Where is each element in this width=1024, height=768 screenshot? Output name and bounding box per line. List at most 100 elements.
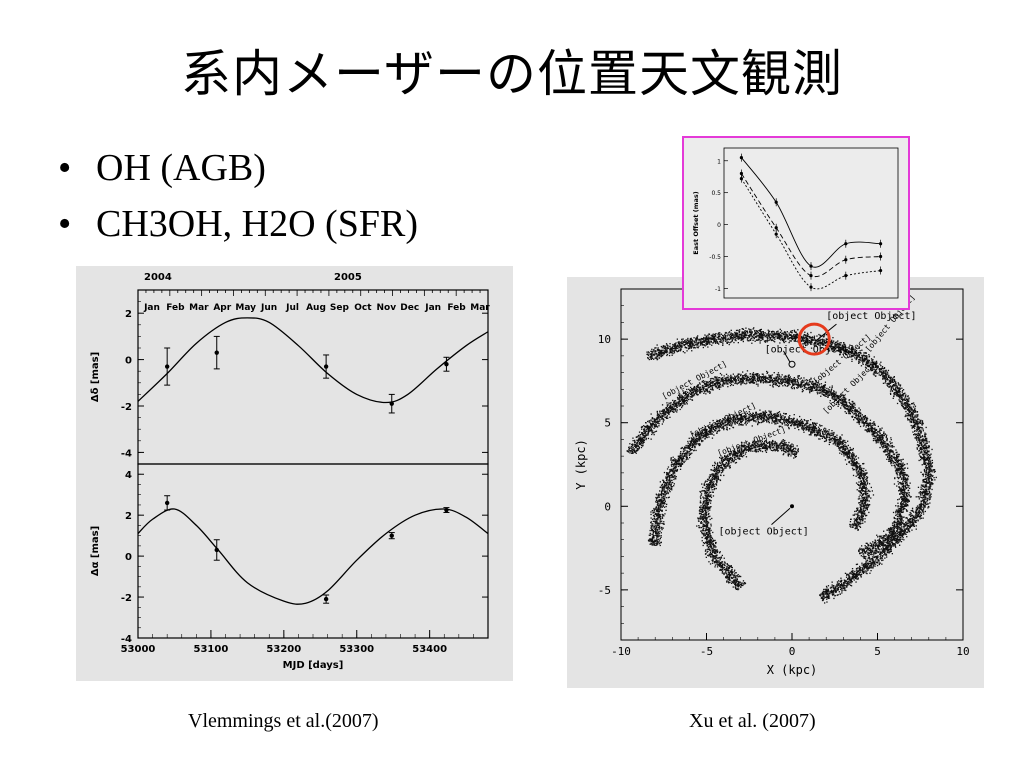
arm-point (717, 382, 719, 384)
arm-point (807, 341, 809, 344)
arm-point (760, 331, 762, 333)
arm-point (658, 350, 660, 352)
arm-point (741, 328, 743, 330)
arm-point (879, 551, 881, 553)
arm-point (889, 543, 891, 545)
arm-point (727, 375, 729, 377)
arm-point (904, 392, 906, 394)
arm-point (709, 388, 712, 390)
arm-point (819, 341, 821, 343)
arm-point (691, 344, 694, 346)
arm-point (676, 351, 678, 353)
arm-point (659, 350, 661, 352)
arm-point (918, 453, 920, 455)
arm-point (844, 572, 847, 574)
arm-point (928, 506, 930, 508)
arm-point (806, 332, 809, 334)
arm-point (912, 510, 914, 512)
arm-point (870, 362, 872, 364)
arm-point (708, 333, 711, 336)
arm-point (763, 340, 766, 342)
arm-point (896, 389, 898, 391)
arm-point (889, 390, 892, 392)
arm-point (908, 398, 910, 400)
arm-point (646, 426, 648, 428)
arm-point (928, 454, 930, 456)
arm-point (637, 445, 639, 447)
arm-point (813, 344, 815, 346)
arm-point (920, 448, 923, 451)
arm-point (708, 338, 710, 340)
arm-point (911, 519, 913, 521)
arm-point (916, 426, 918, 428)
arm-point (789, 340, 791, 342)
arm-point (738, 335, 741, 337)
arm-point (783, 341, 785, 343)
arm-point (907, 525, 909, 527)
arm-point (686, 400, 689, 402)
arm-point (741, 381, 743, 383)
arm-point (845, 349, 847, 351)
arm-point (687, 398, 690, 401)
arm-point (643, 428, 645, 430)
arm-point (776, 331, 778, 333)
arm-point (668, 354, 671, 357)
arm-point (882, 545, 884, 547)
arm-point (906, 401, 908, 403)
arm-point (925, 433, 927, 435)
arm-point (664, 351, 666, 353)
arm-point (654, 357, 656, 359)
arm-point (912, 406, 915, 408)
arm-point (648, 420, 650, 422)
arm-point (782, 332, 784, 334)
arm-point (909, 420, 911, 422)
arm-point (793, 334, 795, 336)
arm-point (787, 335, 789, 338)
arm-point (831, 584, 833, 586)
arm-point (844, 345, 847, 347)
arm-point (917, 418, 919, 420)
data-point (389, 533, 394, 538)
arm-point (875, 372, 877, 374)
arm-point (920, 517, 923, 519)
arm-point (891, 381, 894, 383)
year-label: 2004 (144, 272, 172, 283)
arm-point (928, 486, 930, 488)
arm-point (855, 573, 857, 575)
arm-point (656, 410, 658, 413)
arm-point (921, 503, 923, 505)
arm-point (887, 373, 889, 375)
arm-point (899, 384, 902, 386)
arm-point (885, 554, 887, 556)
arm-point (839, 349, 842, 352)
arm-point (819, 334, 822, 336)
arm-point (719, 383, 722, 386)
arm-point (851, 360, 853, 362)
arm-point (768, 332, 770, 335)
arm-point (889, 551, 891, 553)
arm-point (872, 559, 874, 561)
arm-point (844, 343, 846, 346)
arm-point (913, 419, 915, 422)
arm-point (669, 403, 671, 405)
arm-point (677, 345, 679, 347)
arm-point (887, 550, 889, 552)
arm-point (651, 357, 654, 359)
arm-point (882, 377, 884, 379)
arm-point (832, 591, 835, 593)
arm-point (839, 348, 841, 350)
arm-point (877, 366, 879, 368)
arm-point (641, 426, 644, 428)
arm-point (680, 347, 682, 349)
arm-point (667, 404, 669, 406)
arm-point (921, 456, 923, 458)
arm-point (866, 563, 868, 565)
arm-point (921, 435, 924, 437)
arm-point (877, 560, 879, 562)
arm-point (871, 369, 874, 371)
arm-point (878, 374, 880, 376)
arm-point (864, 366, 867, 368)
arm-point (749, 329, 751, 331)
arm-point (823, 344, 825, 346)
arm-point (767, 336, 769, 339)
